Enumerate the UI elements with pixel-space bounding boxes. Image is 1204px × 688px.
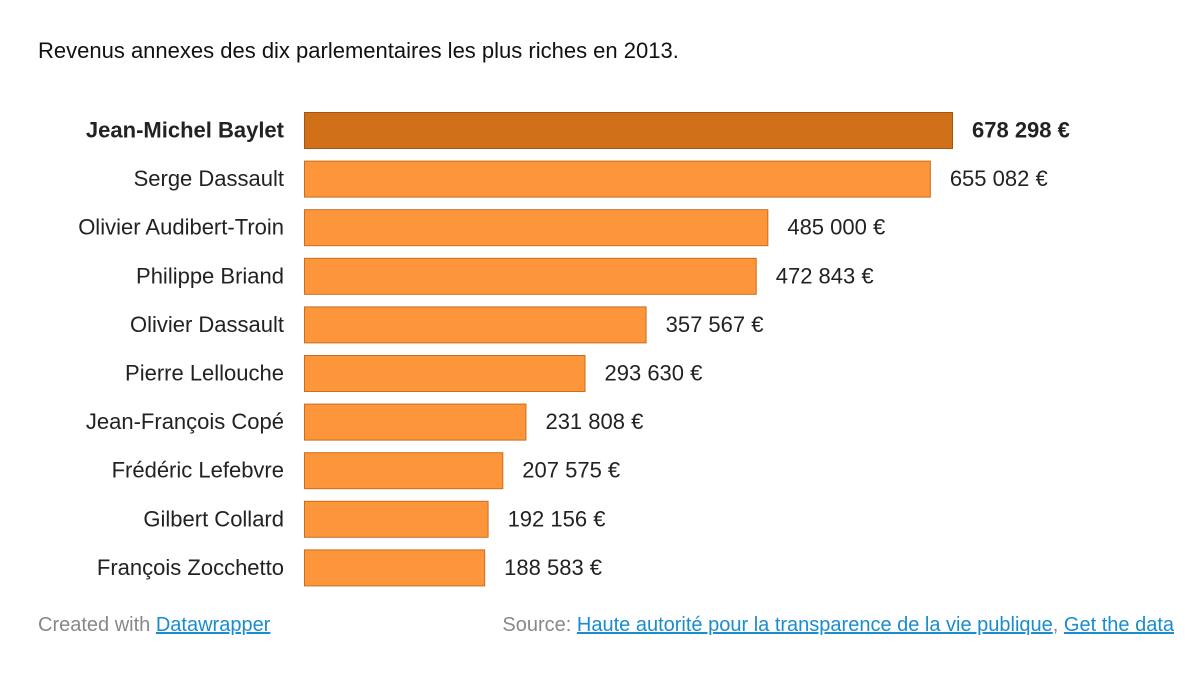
category-label: Olivier Audibert-Troin — [78, 215, 284, 240]
chart-title: Revenus annexes des dix parlementaires l… — [38, 38, 679, 63]
source-link[interactable]: Haute autorité pour la transparence de l… — [576, 614, 1053, 636]
bar — [304, 403, 527, 441]
value-label: 678 298 € — [972, 118, 1070, 143]
bar — [304, 257, 757, 295]
category-label: Pierre Lellouche — [125, 361, 284, 386]
category-label: Frédéric Lefebvre — [112, 458, 284, 483]
category-label: Olivier Dassault — [130, 312, 284, 337]
bar — [304, 112, 953, 149]
footer-credit: Created with Datawrapper — [38, 614, 270, 637]
value-label: 655 082 € — [950, 166, 1048, 191]
created-with-label: Created with — [38, 614, 151, 636]
get-data-link[interactable]: Get the data — [1063, 614, 1174, 636]
value-label: 192 156 € — [508, 506, 606, 531]
bar — [304, 452, 504, 490]
bar — [304, 306, 647, 344]
value-label: 293 630 € — [605, 361, 703, 386]
bar — [304, 355, 586, 392]
value-label: 472 843 € — [776, 263, 874, 288]
bar — [304, 160, 931, 198]
bar — [304, 549, 486, 587]
value-label: 485 000 € — [787, 215, 885, 240]
footer-source: Source: Haute autorité pour la transpare… — [502, 614, 1174, 637]
category-label: Jean-François Copé — [86, 409, 284, 434]
source-label: Source: — [502, 614, 572, 636]
category-label: Gilbert Collard — [143, 506, 284, 531]
value-label: 357 567 € — [666, 312, 764, 337]
bar — [304, 500, 489, 538]
category-label: Philippe Briand — [136, 263, 284, 288]
value-label: 231 808 € — [545, 409, 643, 434]
category-label: Jean-Michel Baylet — [86, 118, 285, 143]
category-label: Serge Dassault — [134, 166, 284, 191]
bar — [304, 209, 769, 247]
category-label: François Zocchetto — [97, 555, 284, 580]
value-label: 188 583 € — [504, 555, 602, 580]
source-separator: , — [1052, 614, 1059, 636]
value-label: 207 575 € — [522, 458, 620, 483]
bar-chart: Jean-Michel Baylet 678 298 € Serge Dassaul… — [78, 112, 1070, 587]
datawrapper-link[interactable]: Datawrapper — [155, 614, 271, 636]
